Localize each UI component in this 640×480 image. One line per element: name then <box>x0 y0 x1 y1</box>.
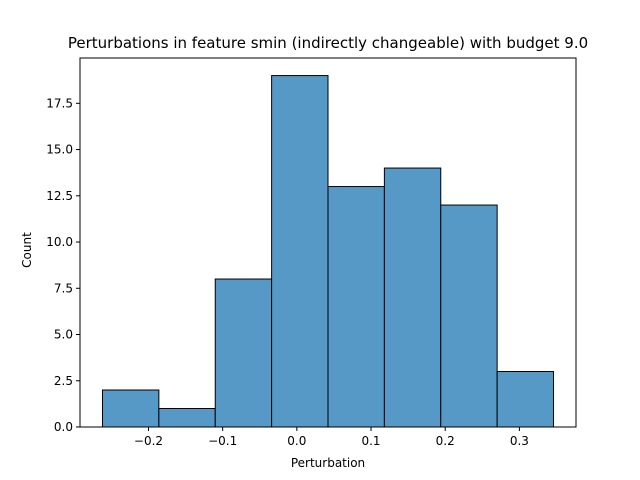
x-tick-label: −0.1 <box>208 434 237 448</box>
plot-frame <box>79 57 577 428</box>
y-tick-label: 17.5 <box>46 96 73 110</box>
x-tick-label: 0.3 <box>510 434 529 448</box>
y-axis-ticks: 0.0 2.5 5.0 7.5 10.0 12.5 15.0 17.5 <box>46 96 80 434</box>
histogram-bar <box>383 167 442 428</box>
histogram-bar <box>271 75 329 428</box>
x-tick-label: 0.1 <box>361 434 380 448</box>
y-tick-label: 5.0 <box>54 328 73 342</box>
y-tick-label: 15.0 <box>46 143 73 157</box>
histogram-bar <box>327 186 385 428</box>
y-tick-label: 7.5 <box>54 281 73 295</box>
histogram-bar <box>101 389 160 428</box>
histogram-bar <box>214 278 273 428</box>
x-tick-label: 0.0 <box>287 434 306 448</box>
histogram-bar <box>440 204 498 428</box>
y-tick-label: 0.0 <box>54 420 73 434</box>
y-tick-label: 10.0 <box>46 235 73 249</box>
bars-group <box>101 75 555 428</box>
x-axis-ticks: −0.2 −0.1 0.0 0.1 0.2 0.3 <box>134 427 529 448</box>
histogram-bar <box>496 371 555 428</box>
histogram-bar <box>158 408 216 428</box>
x-tick-label: −0.2 <box>134 434 163 448</box>
x-axis-label: Perturbation <box>291 456 365 470</box>
y-tick-label: 12.5 <box>46 189 73 203</box>
y-axis-label: Count <box>20 232 34 268</box>
chart-title: Perturbations in feature smin (indirectl… <box>68 34 588 52</box>
y-tick-label: 2.5 <box>54 374 73 388</box>
x-tick-label: 0.2 <box>436 434 455 448</box>
